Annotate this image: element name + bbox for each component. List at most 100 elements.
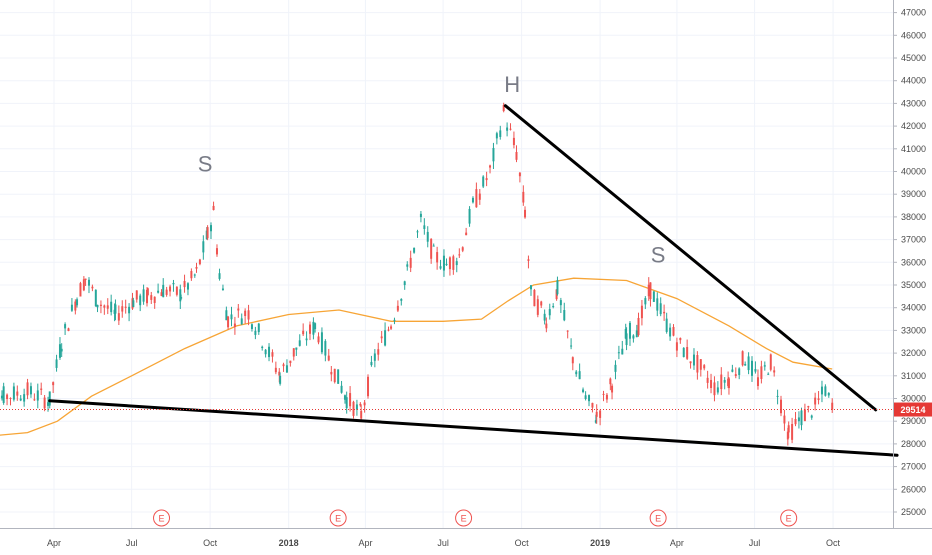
candle-body <box>55 359 58 368</box>
candle-body <box>82 279 85 291</box>
candle-body <box>172 282 175 285</box>
candle-body <box>727 378 730 389</box>
candle-body <box>359 403 362 406</box>
candle-body <box>617 352 620 354</box>
candle-body <box>803 409 806 422</box>
y-axis[interactable]: 25000 26000 27000 28000 29000 30000 31000 32000… <box>893 0 926 528</box>
candle-body <box>183 280 186 288</box>
candle-body <box>261 346 264 349</box>
candle-body <box>791 423 794 440</box>
candle-body <box>611 385 614 393</box>
candle-body <box>146 288 149 295</box>
candle-body <box>146 289 149 304</box>
x-tick-label: Oct <box>515 538 530 548</box>
candle-body <box>485 178 488 181</box>
candle-body <box>552 306 555 308</box>
candle-body <box>506 127 509 131</box>
candle-body <box>43 397 46 409</box>
earnings-marker <box>649 509 667 527</box>
candle-body <box>492 147 495 162</box>
pattern-label-s: S <box>198 152 213 177</box>
candle-body <box>12 386 15 400</box>
candle-body <box>475 189 478 208</box>
candle-body <box>637 317 640 336</box>
moving-average-line <box>0 277 833 436</box>
candle-body <box>79 283 82 297</box>
candle-body <box>810 415 813 418</box>
candle-body <box>499 130 502 137</box>
candle-body <box>489 165 492 168</box>
candle-body <box>84 278 87 280</box>
candle-body <box>165 289 168 295</box>
candle-body <box>570 345 573 347</box>
candle-body <box>455 261 458 266</box>
candle-body <box>594 420 597 423</box>
candle-body <box>47 402 50 406</box>
candle-body <box>747 356 750 371</box>
candle-body <box>738 368 741 375</box>
pattern-label-s: S <box>651 242 666 267</box>
candle-body <box>403 281 406 286</box>
candle-body <box>58 344 61 358</box>
candle-body <box>595 411 598 417</box>
candle-body <box>312 321 315 335</box>
candle-body <box>416 231 419 233</box>
candle-body <box>142 289 145 302</box>
candle-body <box>786 431 789 440</box>
candle-body <box>215 248 218 255</box>
x-tick-label: Oct <box>203 538 218 548</box>
candle-body <box>824 386 827 396</box>
candle-body <box>665 318 668 332</box>
x-tick-label: 2018 <box>279 538 299 548</box>
candle-body <box>76 299 79 306</box>
candle-body <box>703 365 706 369</box>
candle-body <box>212 205 215 211</box>
candle-body <box>599 410 602 418</box>
candle-body <box>706 377 709 383</box>
y-tick-label: 28000 <box>901 439 926 449</box>
candle-body <box>591 402 594 408</box>
candle-body <box>139 295 142 306</box>
candle-body <box>625 333 628 346</box>
y-tick-label: 35000 <box>901 280 926 290</box>
candle-body <box>584 395 587 399</box>
y-tick-label: 43000 <box>901 98 926 108</box>
candle-body <box>787 425 790 433</box>
candle-body <box>124 306 127 308</box>
candle-body <box>750 360 753 376</box>
candle-body <box>87 279 90 286</box>
candle-body <box>478 193 481 200</box>
candle-body <box>776 395 779 397</box>
candle-body <box>67 328 70 332</box>
candle-body <box>432 245 435 247</box>
candle-body <box>602 393 605 395</box>
candle-body <box>117 313 120 321</box>
candle-body <box>426 231 429 242</box>
y-tick-label: 46000 <box>901 30 926 40</box>
candle-body <box>445 263 448 266</box>
candle-body <box>652 291 655 302</box>
candle-body <box>327 355 330 361</box>
candle-body <box>632 335 635 339</box>
candle-body <box>337 369 340 384</box>
candle-body <box>716 387 719 393</box>
candle-body <box>264 349 267 355</box>
candle-body <box>741 351 744 366</box>
candle-body <box>198 259 201 265</box>
x-tick-label: Jul <box>437 538 449 548</box>
candle-body <box>556 280 559 295</box>
candle-body <box>103 305 106 308</box>
candle-body <box>423 225 426 229</box>
candle-body <box>515 151 518 160</box>
candle-body <box>831 402 834 410</box>
candle-body <box>240 318 243 325</box>
candles-group <box>0 102 834 446</box>
candle-body <box>91 286 94 289</box>
y-tick-label: 29000 <box>901 416 926 426</box>
candle-body <box>817 398 820 401</box>
candle-body <box>360 410 363 419</box>
candle-body <box>247 310 250 320</box>
x-axis[interactable]: Apr Jul Oct 2018 Apr Jul Oct 2019 Apr Jul Oct <box>0 528 932 549</box>
